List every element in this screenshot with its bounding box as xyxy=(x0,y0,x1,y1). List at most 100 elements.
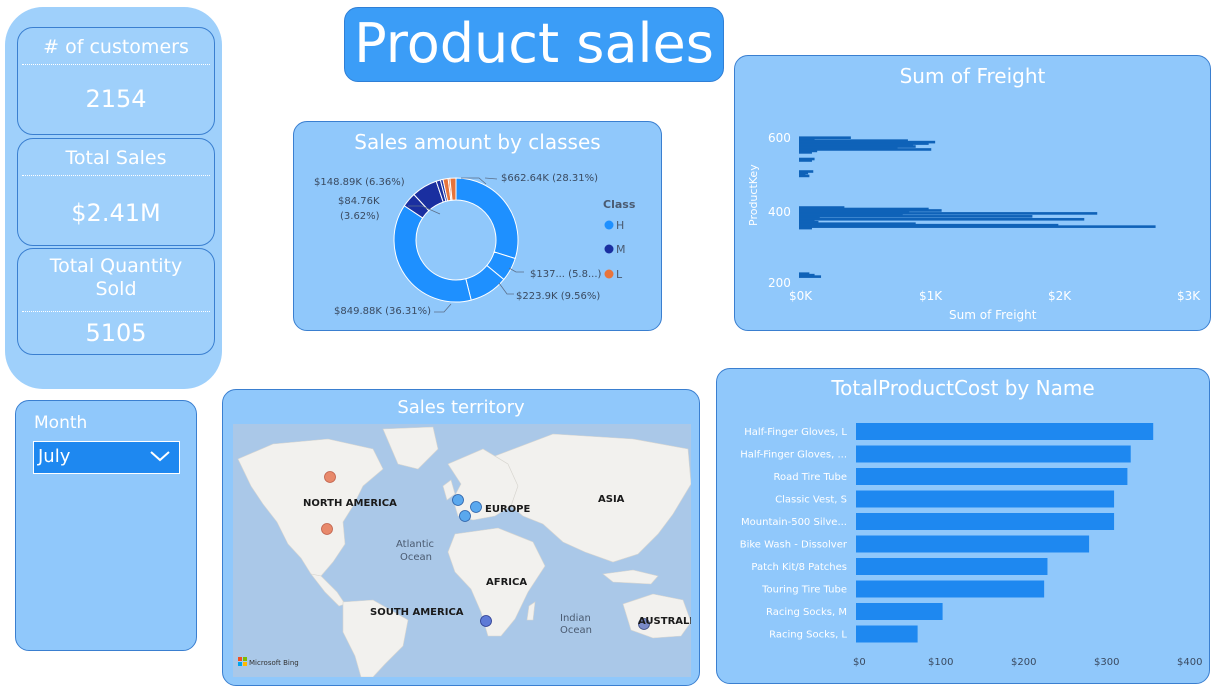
cost-category-label: Touring Tire Tube xyxy=(761,585,847,596)
freight-bar[interactable] xyxy=(799,140,936,144)
page-title: Product sales xyxy=(344,7,724,82)
map-marker[interactable] xyxy=(470,501,482,513)
cost-bar[interactable] xyxy=(856,445,1131,463)
donut-slice-h[interactable] xyxy=(455,177,519,260)
freight-bar[interactable] xyxy=(799,273,815,277)
freight-bar[interactable] xyxy=(799,210,910,214)
world-map[interactable]: NORTH AMERICA EUROPE ASIA Atlantic Ocean… xyxy=(233,424,691,677)
freight-bar[interactable] xyxy=(799,206,845,209)
freight-bar[interactable] xyxy=(799,136,851,139)
cost-bar[interactable] xyxy=(856,580,1045,598)
freight-bar[interactable] xyxy=(799,148,932,151)
freight-bar[interactable] xyxy=(799,174,810,178)
donut-slice-l[interactable] xyxy=(449,177,457,201)
cost-bar[interactable] xyxy=(856,625,918,643)
freight-bar[interactable] xyxy=(799,272,810,275)
cost-bar[interactable] xyxy=(856,535,1090,553)
cost-category-label: Half-Finger Gloves, L xyxy=(744,427,847,438)
legend-label: M xyxy=(616,243,626,256)
cost-bar[interactable] xyxy=(856,490,1115,508)
map-label: Ocean xyxy=(400,552,432,563)
kpi-quantity-card[interactable]: Total Quantity Sold 5105 xyxy=(17,248,215,355)
freight-bar[interactable] xyxy=(799,171,809,175)
freight-bar[interactable] xyxy=(799,216,820,220)
donut-label: $849.88K (36.31%) xyxy=(334,306,431,317)
map-marker[interactable] xyxy=(452,494,464,506)
kpi-separator xyxy=(22,64,210,65)
freight-bar[interactable] xyxy=(799,143,914,147)
legend-dot-l xyxy=(604,269,614,279)
freight-bar[interactable] xyxy=(799,213,903,217)
map-label: SOUTH AMERICA xyxy=(370,607,464,618)
legend-item-h[interactable]: H xyxy=(604,219,625,232)
map-label: NORTH AMERICA xyxy=(303,498,397,509)
freight-bar[interactable] xyxy=(799,142,929,145)
freight-chart-title: Sum of Freight xyxy=(899,64,1046,88)
legend-dot-m xyxy=(604,244,614,254)
freight-y-tick: 400 xyxy=(768,205,791,219)
freight-bar[interactable] xyxy=(799,139,908,142)
donut-chart-title: Sales amount by classes xyxy=(354,130,601,154)
freight-bar[interactable] xyxy=(799,146,898,150)
freight-bar[interactable] xyxy=(799,226,812,230)
kpi-total-sales-card[interactable]: Total Sales $2.41M xyxy=(17,138,215,246)
donut-label: (3.62%) xyxy=(340,211,380,222)
freight-bar[interactable] xyxy=(799,149,818,153)
legend-label: H xyxy=(616,219,624,232)
map-marker[interactable] xyxy=(638,618,650,630)
map-label: Indian xyxy=(560,613,591,624)
cost-category-label: Patch Kit/8 Patches xyxy=(751,562,847,573)
map-marker[interactable] xyxy=(459,510,471,522)
map-label: Atlantic xyxy=(396,539,434,550)
freight-bar[interactable] xyxy=(799,159,812,162)
legend-label: L xyxy=(616,268,623,281)
donut-slice-h[interactable] xyxy=(393,205,472,303)
freight-bar[interactable] xyxy=(799,220,819,224)
cost-bar[interactable] xyxy=(856,423,1154,440)
cost-bar[interactable] xyxy=(856,468,1128,485)
donut-chart-svg: $662.64K (28.31%) $148.89K (6.36%) $84.7… xyxy=(314,173,636,317)
freight-bar[interactable] xyxy=(799,275,822,278)
cost-category-label: Racing Socks, M xyxy=(766,607,847,618)
map-marker[interactable] xyxy=(321,523,333,535)
map-title: Sales territory xyxy=(397,397,525,418)
freight-chart-svg: ProductKey 600 400 200 $0K $1K $2K $3K S… xyxy=(747,131,1201,322)
freight-bar[interactable] xyxy=(799,145,916,148)
freight-bar[interactable] xyxy=(799,157,815,161)
freight-bar[interactable] xyxy=(799,173,806,176)
freight-bar[interactable] xyxy=(799,207,929,211)
freight-x-axis-label: Sum of Freight xyxy=(949,308,1037,322)
land-asia xyxy=(494,433,691,563)
legend-title: Class xyxy=(603,198,636,211)
freight-bar[interactable] xyxy=(799,137,815,141)
kpi-separator xyxy=(22,175,210,176)
cost-x-tick: $0 xyxy=(853,657,866,668)
month-dropdown[interactable]: July xyxy=(33,441,180,474)
freight-bar[interactable] xyxy=(799,223,1059,227)
cost-bar[interactable] xyxy=(856,513,1115,530)
map-marker[interactable] xyxy=(480,615,492,627)
freight-bar[interactable] xyxy=(799,209,942,212)
freight-bar[interactable] xyxy=(799,170,814,173)
legend-item-m[interactable]: M xyxy=(604,243,626,256)
freight-bar[interactable] xyxy=(799,219,815,223)
freight-bar[interactable] xyxy=(799,212,1098,215)
freight-bar[interactable] xyxy=(799,225,1156,228)
cost-bar[interactable] xyxy=(856,603,943,620)
legend-item-l[interactable]: L xyxy=(604,268,624,281)
cost-bar[interactable] xyxy=(856,558,1048,575)
land-madagascar xyxy=(526,601,536,621)
freight-chart-card: Sum of Freight ProductKey 600 400 200 $0… xyxy=(734,55,1211,331)
map-marker[interactable] xyxy=(324,471,336,483)
freight-bar[interactable] xyxy=(799,217,1085,221)
map-label: AFRICA xyxy=(486,577,527,588)
freight-bar[interactable] xyxy=(799,151,812,154)
cost-category-label: Bike Wash - Dissolver xyxy=(740,540,848,551)
cost-x-tick: $100 xyxy=(928,657,953,668)
kpi-customers-card[interactable]: # of customers 2154 xyxy=(17,27,215,135)
kpi-customers-label: # of customers xyxy=(43,36,189,58)
donut-leader-lines xyxy=(408,177,524,313)
legend-dot-h xyxy=(604,220,614,230)
freight-bar[interactable] xyxy=(799,215,1033,218)
freight-bar[interactable] xyxy=(799,222,916,225)
